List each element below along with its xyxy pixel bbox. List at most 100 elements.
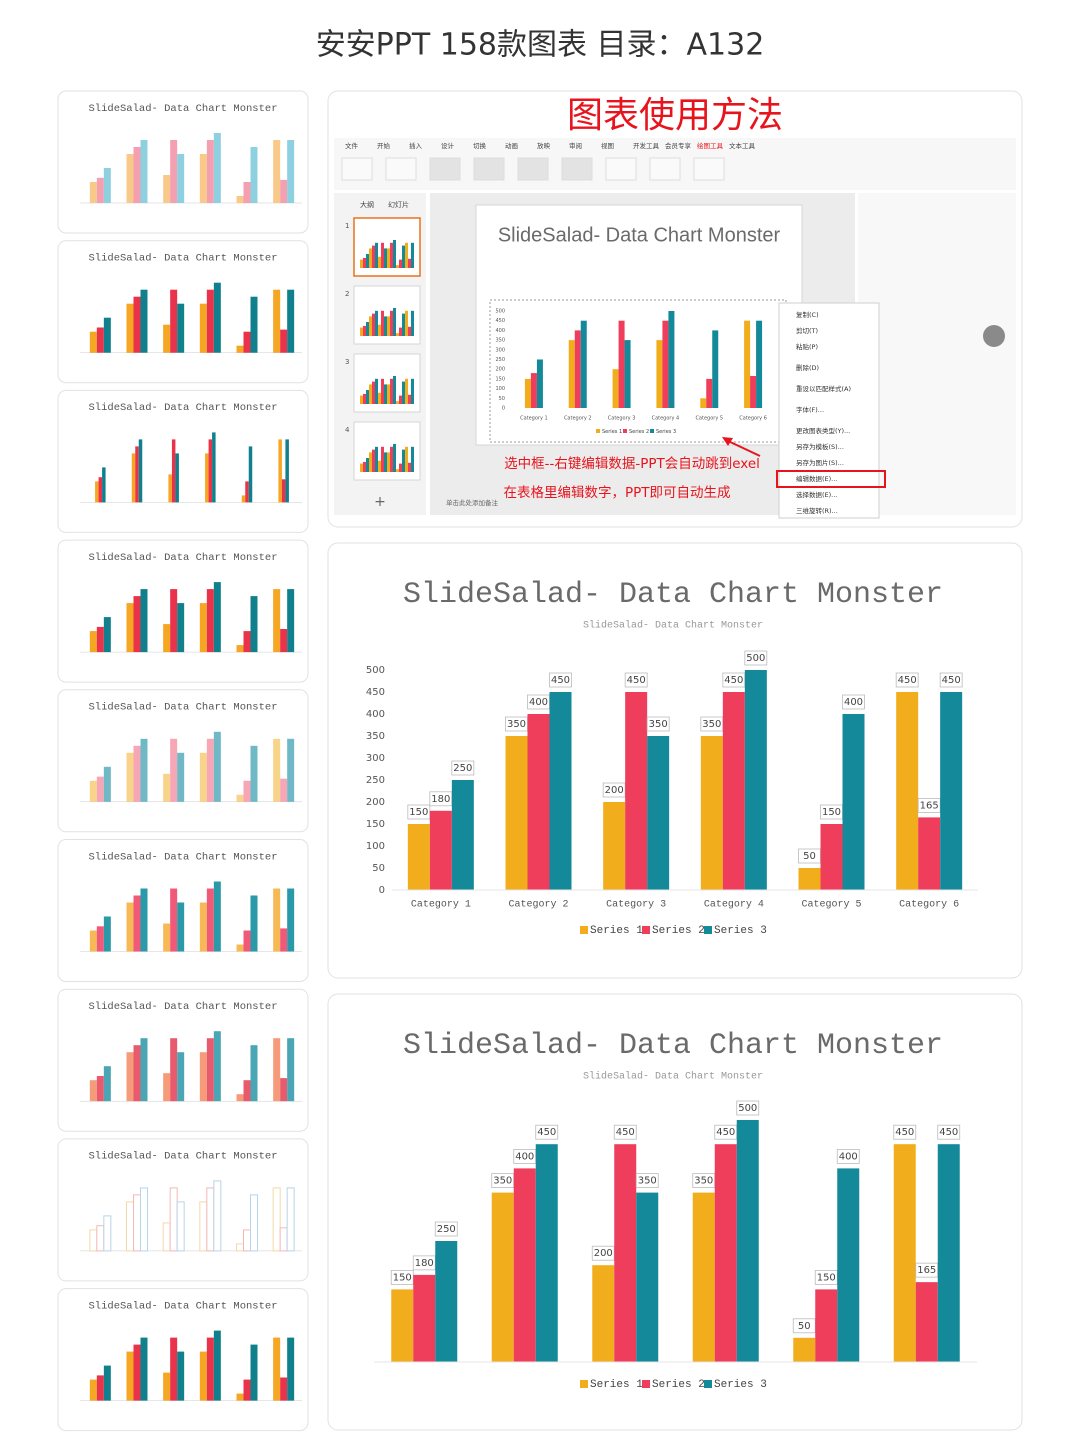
bar — [549, 692, 572, 890]
toolbar-icon[interactable] — [649, 157, 681, 181]
y-tick-label: 150 — [366, 819, 385, 830]
toolbar-tab[interactable]: 审阅 — [569, 141, 582, 150]
menu-item[interactable]: 选择数据(E)... — [796, 490, 837, 499]
legend-swatch — [580, 1380, 588, 1388]
x-tick-label: Category 4 — [704, 900, 764, 911]
bar — [140, 888, 148, 952]
bar — [103, 1365, 111, 1401]
legend-swatch — [704, 1380, 712, 1388]
pane-tab[interactable]: 大纲 — [360, 200, 374, 209]
toolbar-icon[interactable] — [341, 157, 373, 181]
value-label: 350 — [638, 1176, 657, 1187]
bar — [89, 930, 97, 952]
value-label-box — [893, 1124, 917, 1140]
bar — [369, 248, 372, 268]
menu-item[interactable]: 重设以匹配样式(A) — [796, 384, 851, 393]
toolbar-tab[interactable]: 放映 — [537, 141, 551, 150]
menu-item[interactable]: 三维旋转(R)... — [796, 506, 838, 515]
y-tick-label: 200 — [366, 797, 385, 808]
menu-item[interactable]: 另存为模板(S)... — [796, 442, 844, 451]
toolbar-tab[interactable]: 切换 — [473, 141, 487, 150]
bar — [236, 196, 244, 203]
toolbar-tab[interactable]: 插入 — [409, 141, 423, 150]
bar — [756, 320, 763, 408]
bar — [372, 381, 375, 404]
bar — [126, 1201, 134, 1252]
value-label-box — [549, 672, 572, 688]
bar — [842, 714, 865, 890]
bar — [199, 603, 207, 653]
bar — [96, 626, 104, 653]
toolbar-tab[interactable]: 设计 — [441, 141, 455, 150]
toolbar-icon[interactable] — [429, 157, 461, 181]
value-label: 150 — [393, 1272, 412, 1283]
toolbar-icon[interactable] — [517, 157, 549, 181]
bar — [140, 289, 148, 353]
toolbar-tab[interactable]: 文件 — [345, 141, 359, 150]
menu-item[interactable]: 剪切(T) — [796, 326, 818, 335]
toolbar-icon[interactable] — [605, 157, 637, 181]
toolbar-icon[interactable] — [473, 157, 505, 181]
value-label-box — [939, 672, 963, 688]
bar — [95, 481, 99, 503]
bar — [250, 745, 258, 802]
bar — [243, 331, 251, 353]
bar — [163, 324, 171, 353]
toolbar-tab[interactable]: 动画 — [505, 142, 518, 150]
add-slide-icon[interactable]: + — [374, 494, 386, 510]
bar — [624, 340, 631, 408]
bar — [393, 444, 396, 472]
bar — [744, 320, 751, 408]
bar — [408, 462, 411, 472]
bar — [96, 1375, 104, 1401]
bar — [360, 463, 363, 472]
bar — [399, 395, 402, 404]
bar — [390, 446, 393, 472]
toolbar-icon[interactable] — [561, 157, 593, 181]
legend-label: Series 1 — [602, 429, 622, 435]
menu-item[interactable]: 更改图表类型(Y)... — [796, 426, 850, 435]
bar — [714, 1144, 737, 1362]
bar — [287, 1337, 295, 1401]
bar — [372, 449, 375, 472]
bar — [915, 1282, 938, 1362]
toolbar-tab[interactable]: 文本工具 — [729, 141, 756, 150]
thumbnail-title: SlideSalad- Data Chart Monster — [88, 1151, 277, 1163]
toolbar-tab[interactable]: 开发工具 — [633, 141, 660, 150]
toolbar-tab[interactable]: 视图 — [601, 141, 614, 150]
value-label: 450 — [537, 1127, 556, 1138]
value-label-box — [736, 1100, 760, 1116]
bar — [213, 731, 221, 802]
menu-item[interactable]: 删除(D) — [796, 363, 819, 372]
bar — [656, 340, 663, 408]
menu-item[interactable]: 另存为图片(S)... — [796, 458, 844, 467]
value-label: 150 — [409, 807, 428, 818]
bar — [126, 303, 134, 353]
bar — [668, 311, 675, 408]
toolbar-tab[interactable]: 开始 — [377, 141, 391, 150]
bar — [273, 738, 281, 802]
toolbar-tab[interactable]: 绘图工具 — [697, 141, 724, 150]
bar — [208, 439, 213, 503]
toolbar-icon[interactable] — [385, 157, 417, 181]
legend-swatch — [650, 429, 654, 433]
value-label-box — [646, 716, 670, 732]
bar — [236, 1243, 244, 1252]
bar — [530, 373, 537, 408]
notes-placeholder[interactable]: 单击此处添加备注 — [446, 498, 499, 507]
toolbar-tab[interactable]: 会员专享 — [665, 141, 692, 150]
slide-number: 3 — [345, 358, 349, 366]
bar — [98, 477, 103, 503]
pane-tab[interactable]: 幻灯片 — [388, 200, 409, 209]
toolbar-icon[interactable] — [693, 157, 725, 181]
menu-item[interactable]: 编辑数据(E)... — [796, 474, 837, 483]
bar — [177, 902, 185, 952]
chart-subtitle: SlideSalad- Data Chart Monster — [583, 620, 763, 632]
highlight-box — [776, 470, 886, 488]
menu-item[interactable]: 粘贴(P) — [796, 342, 818, 351]
menu-item[interactable]: 字体(F)... — [796, 405, 824, 414]
value-label: 50 — [803, 851, 816, 862]
menu-item[interactable]: 复制(C) — [796, 310, 819, 319]
next-button[interactable] — [983, 325, 1005, 347]
bar — [280, 778, 288, 802]
